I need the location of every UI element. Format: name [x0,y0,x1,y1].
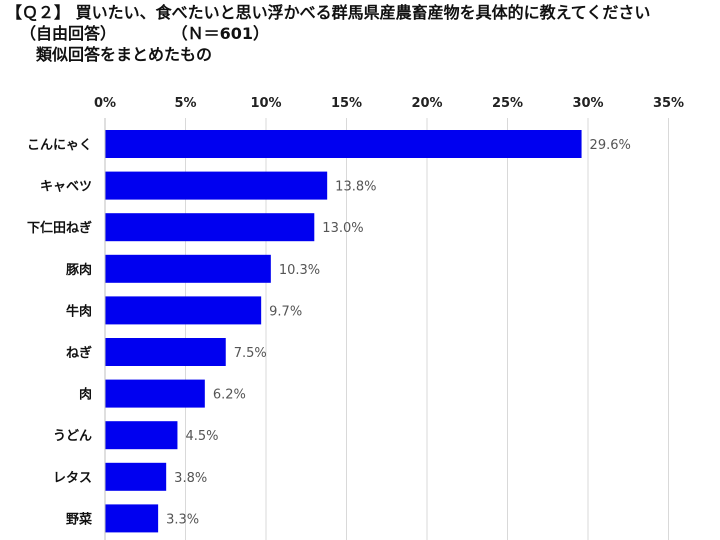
category-label: ねぎ [66,345,92,361]
x-tick-label: 0% [94,96,116,111]
x-tick-label: 20% [411,96,442,111]
category-label: こんにゃく [27,138,92,153]
category-label: 野菜 [66,511,92,527]
category-label: 豚肉 [66,262,92,278]
bar [105,338,226,366]
x-tick-label: 35% [653,96,684,111]
data-label: 4.5% [185,429,218,444]
bar [105,462,167,491]
data-label: 10.3% [279,263,320,278]
answer-type: （自由回答） [20,24,117,43]
answer-info-line: （自由回答） （Ｎ＝601） [6,23,650,44]
category-label: レタス [53,471,92,486]
data-label: 13.0% [322,221,363,236]
x-tick-label: 30% [572,96,603,111]
x-tick-label: 5% [174,96,196,111]
data-label: 3.3% [166,512,199,527]
bar [105,213,315,242]
sample-size: （Ｎ＝601） [171,24,269,43]
category-label: 下仁田ねぎ [27,220,92,236]
x-tick-label: 25% [492,96,523,111]
bar [105,379,205,408]
x-tick-label: 15% [331,96,362,111]
category-label: うどん [53,429,92,444]
x-tick-label: 10% [250,96,281,111]
data-label: 7.5% [234,346,267,361]
bar [105,296,262,325]
data-label: 13.8% [335,180,376,195]
bar [105,254,271,283]
chart-title-block: 【Ｑ２】 買いたい、食べたいと思い浮かべる群馬県産農畜産物を具体的に教えてくださ… [6,2,650,65]
bar [105,504,159,533]
data-label: 9.7% [269,304,302,319]
bar [105,171,328,200]
bar [105,130,582,158]
category-label: 牛肉 [66,303,92,319]
data-label: 3.8% [174,471,207,486]
data-label: 29.6% [590,138,631,153]
question-number: 【Ｑ２】 [6,3,71,22]
data-label: 6.2% [213,388,246,403]
category-label: キャベツ [40,180,92,195]
note-line: 類似回答をまとめたもの [36,45,213,64]
category-label: 肉 [79,387,92,403]
bar [105,421,178,450]
question-line: 【Ｑ２】 買いたい、食べたいと思い浮かべる群馬県産農畜産物を具体的に教えてくださ… [6,2,650,23]
question-text: 買いたい、食べたいと思い浮かべる群馬県産農畜産物を具体的に教えてください [75,3,651,22]
